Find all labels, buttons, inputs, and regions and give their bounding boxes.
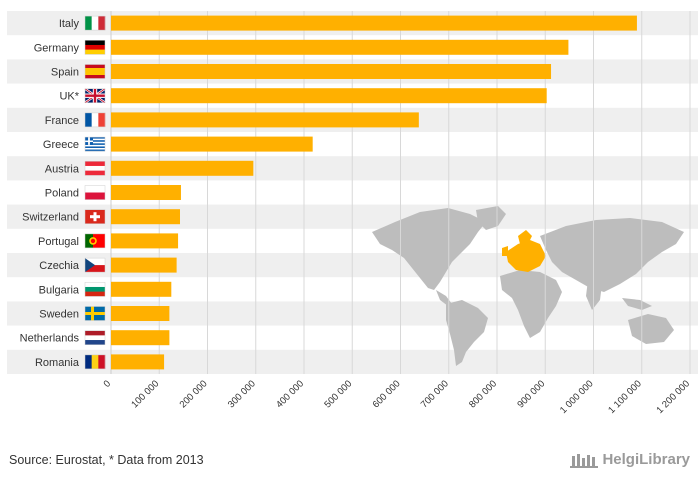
flag-czechia-icon <box>84 257 106 273</box>
category-label: Spain <box>51 67 79 79</box>
footer: Source: Eurostat, * Data from 2013 Helgi… <box>0 441 700 483</box>
x-tick-label: 1 100 000 <box>606 378 644 416</box>
x-tick-labels: 0 100 000 200 000 300 000 400 000 500 000 600 … <box>102 378 693 416</box>
flag-france-icon <box>84 112 106 128</box>
helgilibrary-logo-icon <box>570 453 599 468</box>
brand-name: HelgiLibrary <box>602 451 690 468</box>
x-tick-label: 400 000 <box>274 378 306 410</box>
category-label: Romania <box>35 357 80 369</box>
x-tick-label: 800 000 <box>467 378 499 410</box>
flag-italy-icon <box>84 15 106 31</box>
source-note: Source: Eurostat, * Data from 2013 <box>9 453 204 467</box>
flag-icons <box>84 15 106 370</box>
flag-greece-icon <box>84 136 106 152</box>
x-tick-label: 300 000 <box>226 378 258 410</box>
flag-switzerland-icon <box>84 209 106 224</box>
bar[interactable] <box>111 233 179 249</box>
bars <box>111 15 637 370</box>
category-label: Austria <box>45 163 80 175</box>
category-label: UK* <box>59 91 79 103</box>
category-label: Czechia <box>39 260 80 272</box>
x-tick-label: 700 000 <box>419 378 451 410</box>
europe-highlight <box>502 230 546 272</box>
bar-chart: Italy Germany Spain UK* France Greece Austria P… <box>7 11 698 416</box>
bar[interactable] <box>111 185 181 200</box>
bar[interactable] <box>111 330 170 346</box>
x-tick-label: 500 000 <box>322 378 354 410</box>
category-label: Sweden <box>39 309 79 321</box>
flag-portugal-icon <box>84 233 106 249</box>
category-label: Switzerland <box>22 212 79 224</box>
bar[interactable] <box>111 88 547 104</box>
x-tick-label: 1 000 000 <box>558 378 596 416</box>
category-labels: Italy Germany Spain UK* France Greece Austria P… <box>20 18 80 369</box>
x-tick-label: 900 000 <box>515 378 547 410</box>
category-label: Germany <box>34 42 80 54</box>
brand[interactable]: HelgiLibrary <box>570 451 690 468</box>
x-tick-label: 200 000 <box>178 378 210 410</box>
flag-spain-icon <box>84 64 106 79</box>
flag-bulgaria-icon <box>84 282 106 297</box>
bar[interactable] <box>111 64 552 79</box>
bar[interactable] <box>111 209 180 225</box>
bar[interactable] <box>111 15 637 31</box>
category-label: Greece <box>43 139 79 151</box>
world-map <box>372 206 684 366</box>
bar[interactable] <box>111 281 172 297</box>
flag-uk-icon <box>84 87 106 104</box>
category-label: France <box>45 115 79 127</box>
category-label: Netherlands <box>20 333 80 345</box>
flag-poland-icon <box>84 185 106 200</box>
flag-sweden-icon <box>84 306 106 321</box>
flag-netherlands-icon <box>84 330 106 345</box>
flag-romania-icon <box>84 354 106 370</box>
x-tick-label: 100 000 <box>129 378 161 410</box>
bar[interactable] <box>111 306 170 321</box>
x-tick-label: 1 200 000 <box>654 378 692 416</box>
bar[interactable] <box>111 39 569 55</box>
category-label: Italy <box>59 18 80 30</box>
category-label: Bulgaria <box>39 284 80 296</box>
bar[interactable] <box>111 136 313 152</box>
bar[interactable] <box>111 160 254 176</box>
x-tick-label: 0 <box>102 378 114 390</box>
bar[interactable] <box>111 354 165 370</box>
flag-germany-icon <box>84 40 106 55</box>
x-tick-label: 600 000 <box>371 378 403 410</box>
category-label: Poland <box>45 188 79 200</box>
bar[interactable] <box>111 112 419 128</box>
bar[interactable] <box>111 257 177 273</box>
flag-austria-icon <box>84 161 106 176</box>
category-label: Portugal <box>38 236 79 248</box>
